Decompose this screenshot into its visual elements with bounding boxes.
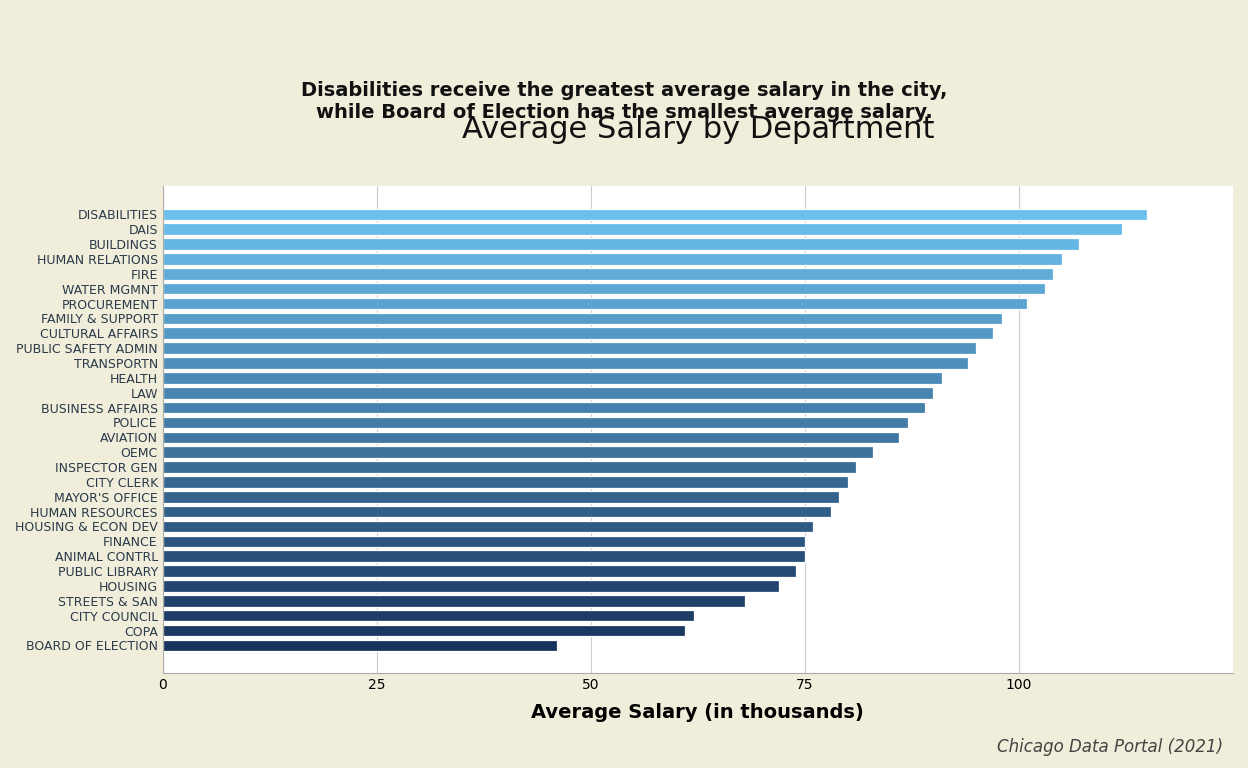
Bar: [162, 506, 830, 518]
Bar: [162, 462, 856, 473]
Text: Disabilities receive the greatest average salary in the city,
while Board of Ele: Disabilities receive the greatest averag…: [301, 81, 947, 121]
Bar: [162, 417, 907, 429]
Bar: [162, 624, 685, 637]
Bar: [162, 432, 899, 443]
Bar: [162, 343, 976, 354]
Bar: [162, 535, 805, 547]
Bar: [162, 491, 839, 502]
Bar: [162, 610, 694, 621]
Bar: [162, 476, 847, 488]
Bar: [162, 238, 1078, 250]
Bar: [162, 640, 557, 651]
Bar: [162, 313, 1002, 324]
Bar: [162, 327, 993, 339]
Bar: [162, 565, 796, 577]
Bar: [162, 521, 814, 532]
Bar: [162, 283, 1045, 294]
Bar: [162, 387, 934, 399]
Text: Chicago Data Portal (2021): Chicago Data Portal (2021): [997, 739, 1223, 756]
Bar: [162, 402, 925, 413]
Title: Average Salary by Department: Average Salary by Department: [462, 115, 934, 144]
Bar: [162, 595, 745, 607]
Bar: [162, 223, 1122, 235]
X-axis label: Average Salary (in thousands): Average Salary (in thousands): [532, 703, 864, 722]
Bar: [162, 446, 874, 458]
Bar: [162, 551, 805, 562]
Bar: [162, 209, 1147, 220]
Bar: [162, 357, 967, 369]
Bar: [162, 580, 779, 591]
Bar: [162, 298, 1027, 310]
Bar: [162, 372, 942, 384]
Bar: [162, 268, 1053, 280]
Bar: [162, 253, 1062, 265]
